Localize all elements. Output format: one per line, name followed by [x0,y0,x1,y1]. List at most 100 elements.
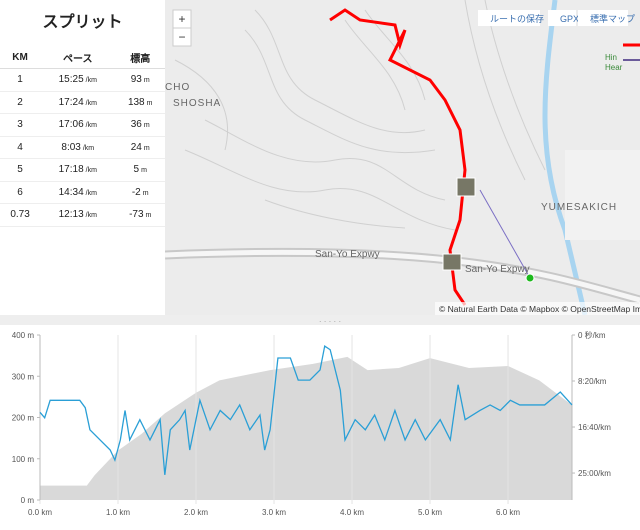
y2-tick-label: 25:00/km [578,469,611,478]
split-row: 4 8:03/km 24 m [0,136,165,159]
cell-unit: m [143,77,150,85]
elevation-area [40,356,572,500]
y2-tick-label: 0 秒/km [578,330,606,340]
x-tick-label: 1.0 km [106,508,130,517]
table-header: 標高 [115,46,165,69]
x-tick-label: 5.0 km [418,508,442,517]
splits-title: スプリット [42,14,123,31]
table-cell: -73 m [115,203,165,227]
map-button[interactable]: 標準マップ [590,13,635,24]
zoom-button[interactable]: − [178,30,185,44]
map-button[interactable]: ルートの保存 [490,13,544,24]
y-tick-label: 100 m [12,455,35,464]
table-cell: 3 [0,113,41,137]
y-tick-label: 300 m [12,372,35,381]
split-row: 1 15:25/km 93 m [0,68,165,92]
map-button-bg[interactable] [548,10,576,26]
split-row: 6 14:34/km -2 m [0,181,165,204]
y2-tick-label: 8:20/km [578,377,607,386]
y-tick-label: 400 m [12,331,35,340]
cell-unit: /km [85,99,97,107]
table-cell: 17:18/km [40,158,116,182]
cell-unit: m [142,189,149,197]
table-cell: 2 [0,91,41,114]
table-cell: 8:03/km [40,136,116,159]
cell-value: 12:13 [58,209,84,221]
map-label: Hin [605,53,617,62]
table-cell: 15:25/km [40,68,116,92]
x-tick-label: 2.0 km [184,508,208,517]
table-cell: -2 m [115,181,165,204]
splits-panel: スプリット KM ペース 標高 1 15:25/km 93 m 2 17:24/km 138 m 3 1… [0,0,165,315]
map-label: San-Yo Expwy [465,264,530,275]
cell-unit: /km [82,144,95,152]
map-label: YUMESAKICH [541,202,617,213]
table-cell: 17:06/km [40,113,116,137]
attribution-bg [435,302,640,315]
cell-value: 17:24 [58,96,84,108]
cell-value: 14:34 [58,186,84,198]
cell-value: 5 [133,164,140,176]
zoom-button-bg[interactable] [172,27,192,47]
cell-value: 17:18 [58,164,84,176]
svg-text:· · · · ·: · · · · · [319,317,341,326]
cell-unit: /km [85,212,97,220]
splits-table: KM ペース 標高 1 15:25/km 93 m 2 17:24/km 138 m 3 17:06/k… [0,46,165,227]
table-cell: 14:34/km [40,181,116,204]
map-label: SHOSHA [173,98,221,109]
cell-value: 15:25 [58,74,84,86]
table-cell: 93 m [115,68,165,92]
pace-line [39,344,573,475]
cell-value: 24 [130,141,142,153]
y2-tick-label: 16:40/km [578,423,611,432]
cell-unit: /km [85,189,97,197]
elevation-chart: · · · · · 0.0 km 1.0 km 2.0 km 3.0 km 4.0 km… [0,315,640,517]
split-row: 0.73 12:13/km -73 m [0,203,165,227]
y-tick-label: 200 m [12,414,35,423]
cell-unit: /km [85,122,97,130]
cell-unit: /km [85,167,97,175]
map-button-bg[interactable] [578,10,628,26]
table-header: KM [0,46,41,69]
cell-unit: m [141,167,147,175]
table-cell: 36 m [115,113,165,137]
table-cell: 6 [0,181,41,204]
cell-unit: m [145,212,152,220]
table-cell: 5 [0,158,41,182]
x-tick-label: 3.0 km [262,508,286,517]
attribution: © Natural Earth Data © Mapbox © OpenStre… [439,304,640,314]
table-cell: 17:24/km [40,91,116,114]
cell-unit: m [146,99,153,107]
table-cell: 4 [0,136,41,159]
split-row: 2 17:24/km 138 m [0,91,165,114]
map-button-bg[interactable] [478,10,540,26]
table-cell: 1 [0,68,41,92]
cell-value: -2 [131,186,141,198]
table-header: ペース [40,46,116,69]
x-tick-label: 6.0 km [496,508,520,517]
map-button[interactable]: GPX [560,14,579,24]
table-cell: 24 m [115,136,165,159]
cell-value: 17:06 [58,119,84,131]
map-label: CHO [165,82,190,93]
cell-value: 36 [130,119,142,131]
cell-value: -73 [129,209,144,221]
cell-unit: m [143,144,150,152]
map-label: Hear [605,63,623,72]
cell-unit: m [143,122,150,130]
cell-unit: /km [85,77,97,85]
cell-value: 138 [127,96,145,108]
map[interactable]: CHO SHOSHA YUMESAKICH San-Yo Expwy San-Yo Ex… [165,0,640,315]
cell-value: 8:03 [61,141,81,153]
table-cell: 138 m [115,91,165,114]
table-cell: 12:13/km [40,203,116,227]
map-label: San-Yo Expwy [315,249,380,260]
table-cell: 0.73 [0,203,41,227]
split-row: 3 17:06/km 36 m [0,113,165,137]
zoom-button[interactable]: + [178,12,185,26]
y-tick-label: 0 m [21,496,35,505]
cell-value: 93 [130,74,142,86]
x-tick-label: 4.0 km [340,508,364,517]
